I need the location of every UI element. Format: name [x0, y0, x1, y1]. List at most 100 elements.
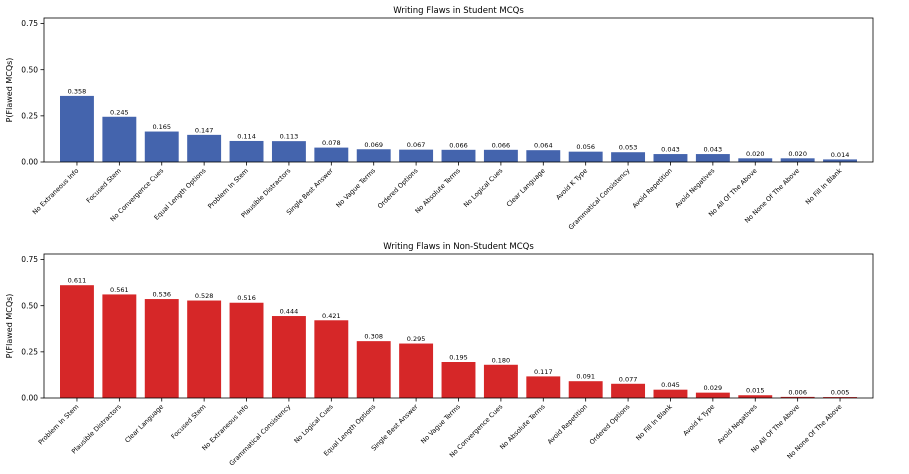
bar	[399, 149, 434, 162]
data-label: 0.180	[492, 356, 511, 364]
bar	[144, 299, 179, 398]
bar	[356, 149, 391, 162]
bar	[60, 95, 94, 162]
x-tick-label: Avoid K Type	[554, 167, 589, 202]
data-label: 0.015	[746, 387, 765, 395]
x-tick-label: Focused Stem	[85, 167, 123, 205]
y-tick-label: 0.25	[21, 112, 38, 121]
x-tick-label: No Vague Terms	[419, 402, 462, 445]
bar	[653, 154, 688, 162]
data-label: 0.006	[788, 388, 807, 396]
bar	[526, 150, 561, 162]
data-label: 0.165	[152, 123, 171, 131]
bar	[441, 362, 476, 398]
data-label: 0.528	[195, 292, 214, 300]
data-label: 0.114	[237, 132, 256, 140]
axes-frame	[43, 17, 874, 163]
bar	[314, 147, 349, 162]
x-tick-label: No Logical Cues	[462, 166, 505, 209]
bar	[823, 397, 857, 398]
y-tick-label: 0.00	[21, 394, 38, 403]
data-label: 0.029	[704, 384, 723, 392]
data-label: 0.308	[364, 333, 383, 341]
x-tick-label: Clear Language	[505, 167, 547, 209]
bar	[823, 159, 857, 162]
bar	[356, 341, 391, 398]
bar	[314, 320, 349, 398]
data-label: 0.295	[407, 335, 426, 343]
bar	[229, 140, 264, 162]
data-label: 0.113	[280, 133, 299, 141]
data-label: 0.056	[576, 143, 595, 151]
bar	[271, 316, 306, 398]
bar	[780, 396, 815, 398]
data-label: 0.069	[364, 141, 383, 149]
data-label: 0.053	[619, 144, 638, 152]
data-label: 0.045	[661, 381, 680, 389]
data-label: 0.043	[661, 146, 680, 154]
data-label: 0.245	[110, 108, 129, 116]
bar	[441, 149, 476, 162]
chart-panel-2: Writing Flaws in Non-Student MCQs P(Flawe…	[5, 242, 874, 467]
bar	[611, 152, 646, 162]
data-label: 0.358	[68, 87, 87, 95]
bar	[483, 364, 518, 398]
bar	[568, 381, 603, 398]
bar	[187, 134, 222, 162]
x-tick-label: No Logical Cues	[292, 402, 335, 445]
chart-panel-1: Writing Flaws in Student MCQs P(Flawed MC…	[5, 6, 874, 231]
x-tick-label: No Extraneous Info	[31, 167, 81, 217]
x-tick-label: Avoid K Type	[682, 403, 717, 438]
x-tick-label: Problem In Stem	[206, 167, 250, 211]
x-tick-label: Avoid Repetition	[631, 167, 674, 210]
x-tick-label: Single Best Answer	[285, 167, 335, 217]
x-tick-label: Avoid Repetition	[546, 403, 589, 446]
bar	[144, 131, 179, 162]
y-tick-label: 0.00	[21, 158, 38, 167]
data-label: 0.043	[704, 146, 723, 154]
bar	[695, 154, 730, 162]
x-tick-label: No Vague Terms	[334, 166, 377, 209]
bar	[399, 343, 434, 398]
x-tick-label: No Absolute Terms	[498, 402, 547, 451]
data-label: 0.014	[831, 151, 850, 159]
data-label: 0.005	[831, 389, 850, 397]
bar	[738, 158, 773, 162]
bar	[780, 158, 815, 162]
data-label: 0.077	[619, 375, 638, 383]
x-tick-label: Problem In Stem	[37, 403, 81, 447]
y-tick-label: 0.50	[21, 65, 38, 74]
data-label: 0.117	[534, 368, 553, 376]
bar	[229, 302, 264, 398]
y-tick-label: 0.75	[21, 255, 38, 264]
data-label: 0.078	[322, 139, 341, 147]
data-label: 0.444	[280, 308, 299, 316]
chart-title: Writing Flaws in Student MCQs	[393, 6, 524, 16]
bar	[187, 300, 222, 398]
y-axis-label: P(Flawed MCQs)	[5, 58, 14, 123]
data-label: 0.020	[746, 150, 765, 158]
x-tick-label: No Fill In Blank	[804, 167, 844, 207]
y-tick-label: 0.50	[21, 301, 38, 310]
y-tick-label: 0.25	[21, 348, 38, 357]
data-label: 0.561	[110, 286, 129, 294]
data-label: 0.066	[449, 141, 468, 149]
bar	[738, 395, 773, 398]
axes-frame	[43, 253, 874, 399]
bar	[483, 149, 518, 162]
x-tick-label: Single Best Answer	[370, 403, 420, 453]
bar	[653, 389, 688, 398]
data-label: 0.421	[322, 312, 341, 320]
bar	[526, 376, 561, 398]
data-label: 0.064	[534, 142, 553, 150]
bar	[611, 383, 646, 398]
data-label: 0.066	[492, 141, 511, 149]
x-tick-label: Ordered Options	[376, 166, 420, 210]
x-tick-label: Focused Stem	[170, 403, 208, 441]
x-tick-label: No Fill In Blank	[634, 403, 674, 443]
x-tick-label: Avoid Negatives	[674, 166, 717, 209]
data-label: 0.536	[152, 291, 171, 299]
data-label: 0.067	[407, 141, 426, 149]
x-tick-label: No Extraneous Info	[200, 403, 250, 453]
